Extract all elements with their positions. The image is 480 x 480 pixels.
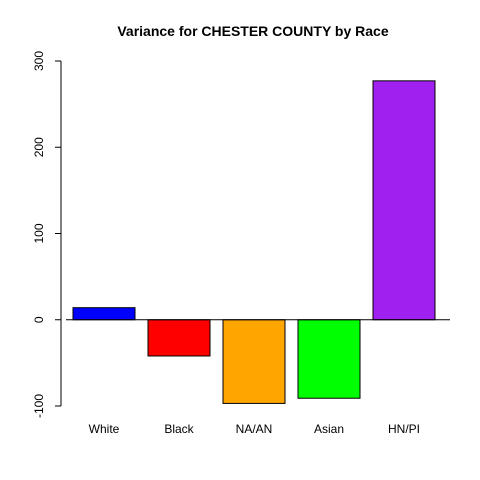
bar-black xyxy=(147,319,211,357)
y-tick-label: -100 xyxy=(32,394,46,418)
y-axis: -100 0 100 200 300 xyxy=(32,51,62,418)
y-tick-label: 300 xyxy=(32,51,46,71)
y-tick-label: 0 xyxy=(32,316,46,323)
y-tick-label: 100 xyxy=(32,223,46,243)
bar-asian xyxy=(297,319,361,399)
bar-na-an xyxy=(222,319,286,404)
bars xyxy=(72,80,436,404)
x-label-hn-pi: HN/PI xyxy=(388,422,420,436)
x-label-asian: Asian xyxy=(314,422,344,436)
y-tick-label: 200 xyxy=(32,137,46,157)
x-axis-labels: White Black NA/AN Asian HN/PI xyxy=(89,422,420,436)
bar-hn-pi xyxy=(372,80,436,321)
x-label-white: White xyxy=(89,422,120,436)
bar-white xyxy=(72,307,136,321)
x-label-black: Black xyxy=(164,422,194,436)
chart-title: Variance for CHESTER COUNTY by Race xyxy=(117,23,388,39)
x-label-na-an: NA/AN xyxy=(236,422,273,436)
